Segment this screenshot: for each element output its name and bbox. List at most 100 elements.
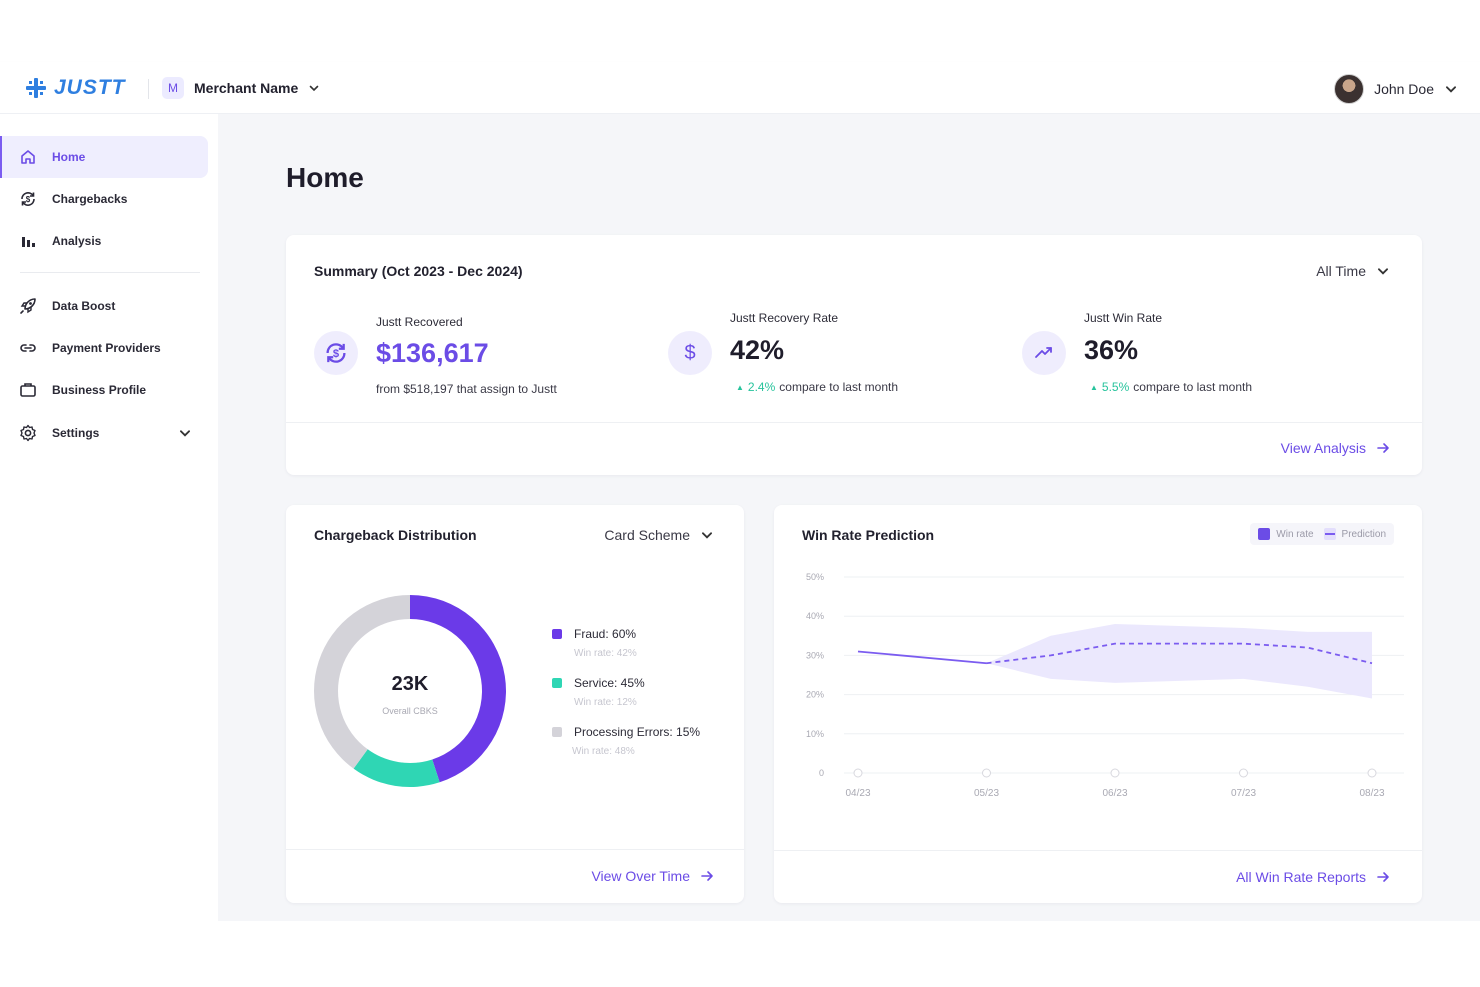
x-tick-label: 08/23 bbox=[1359, 788, 1384, 799]
header-divider bbox=[148, 79, 149, 99]
chargeback-distribution-card: Chargeback Distribution Card Scheme 23K … bbox=[286, 505, 744, 903]
win-rate-value: 36% bbox=[1084, 335, 1139, 365]
win-rate-delta-value: 5.5% bbox=[1101, 380, 1130, 394]
briefcase-icon bbox=[18, 380, 38, 400]
svg-text:$: $ bbox=[333, 348, 340, 360]
link-icon bbox=[18, 338, 38, 358]
win-rate-delta: ▲ 5.5% compare to last month bbox=[1090, 380, 1252, 394]
recovered-label: Justt Recovered bbox=[376, 315, 463, 329]
legend-swatch bbox=[552, 727, 562, 737]
sidebar-item-data-boost[interactable]: Data Boost bbox=[0, 285, 208, 327]
sidebar-item-chargebacks[interactable]: $ Chargebacks bbox=[0, 178, 208, 220]
legend-swatch bbox=[1323, 528, 1336, 540]
view-over-time-label: View Over Time bbox=[591, 868, 690, 884]
x-tick-label: 06/23 bbox=[1102, 788, 1127, 799]
chevron-down-icon bbox=[309, 85, 319, 92]
sidebar-item-label: Analysis bbox=[52, 234, 102, 248]
sidebar-item-label: Home bbox=[52, 150, 86, 164]
card-scheme-dropdown[interactable]: Card Scheme bbox=[604, 527, 714, 543]
y-tick-label: 10% bbox=[806, 729, 824, 739]
recovery-rate-label: Justt Recovery Rate bbox=[730, 311, 839, 325]
avatar bbox=[1334, 74, 1365, 104]
legend-sub-service: Win rate: 12% bbox=[574, 697, 637, 708]
donut-segment-processing-errors[interactable] bbox=[314, 595, 410, 769]
x-axis-marker bbox=[982, 768, 991, 778]
y-tick-label: 0 bbox=[819, 768, 824, 778]
sidebar-item-label: Payment Providers bbox=[52, 341, 161, 355]
sidebar: Home $ Chargebacks Analysis Data Boost P… bbox=[0, 114, 218, 921]
prediction-title: Win Rate Prediction bbox=[802, 527, 935, 543]
top-bar: JUSTT M Merchant Name John Doe bbox=[0, 62, 1480, 114]
recovered-icon: $ bbox=[314, 331, 358, 375]
user-menu[interactable]: John Doe bbox=[1334, 74, 1458, 104]
sidebar-item-label: Business Profile bbox=[52, 383, 147, 397]
gear-icon bbox=[18, 423, 38, 443]
donut-center-value: 23K bbox=[391, 673, 429, 695]
arrow-up-icon: ▲ bbox=[1090, 382, 1098, 392]
legend-item-prediction[interactable]: Prediction bbox=[1323, 528, 1386, 540]
merchant-selector[interactable]: M Merchant Name bbox=[162, 77, 320, 99]
legend-sub-processing-errors: Win rate: 48% bbox=[572, 746, 635, 757]
time-filter-dropdown[interactable]: All Time bbox=[1316, 263, 1390, 279]
win-rate-delta-text: compare to last month bbox=[1133, 380, 1253, 394]
summary-card: Summary (Oct 2023 - Dec 2024) All Time $… bbox=[286, 235, 1422, 475]
legend-label: Processing Errors: 15% bbox=[574, 725, 701, 739]
logo-text: JUSTT bbox=[54, 76, 126, 99]
justt-logo-icon bbox=[26, 78, 46, 98]
legend-item-fraud: Fraud: 60% bbox=[552, 627, 636, 641]
donut-segment-service[interactable] bbox=[353, 749, 440, 787]
donut-center-label: Overall CBKS bbox=[382, 706, 438, 716]
legend-item-win-rate[interactable]: Win rate bbox=[1258, 528, 1314, 540]
y-tick-label: 50% bbox=[806, 572, 824, 582]
y-tick-label: 20% bbox=[806, 690, 824, 700]
x-axis-marker bbox=[1239, 768, 1248, 778]
sidebar-item-business-profile[interactable]: Business Profile bbox=[0, 369, 208, 411]
merchant-initial: M bbox=[162, 77, 184, 99]
all-win-rate-reports-link[interactable]: All Win Rate Reports bbox=[1236, 869, 1390, 885]
sidebar-item-label: Chargebacks bbox=[52, 192, 128, 206]
sidebar-item-home[interactable]: Home bbox=[0, 136, 208, 178]
chargebacks-icon: $ bbox=[18, 189, 38, 209]
legend-item-processing-errors: Processing Errors: 15% bbox=[552, 725, 700, 739]
view-over-time-link[interactable]: View Over Time bbox=[591, 868, 714, 884]
card-scheme-value: Card Scheme bbox=[604, 527, 690, 543]
y-tick-label: 30% bbox=[806, 650, 824, 660]
merchant-name: Merchant Name bbox=[194, 80, 299, 96]
trend-up-icon bbox=[1022, 331, 1066, 375]
sidebar-item-analysis[interactable]: Analysis bbox=[0, 220, 208, 262]
recovered-value: $136,617 bbox=[376, 338, 489, 368]
arrow-right-icon bbox=[701, 871, 713, 881]
sidebar-item-label: Data Boost bbox=[52, 299, 116, 313]
svg-text:$: $ bbox=[26, 195, 31, 204]
legend-swatch bbox=[552, 678, 562, 688]
arrow-up-icon: ▲ bbox=[736, 382, 744, 392]
win-rate-line-chart: 0 10% 20% 30% 40% 50% 04/23 05/23 06/23 07/23 08/2… bbox=[806, 572, 1404, 799]
view-analysis-link[interactable]: View Analysis bbox=[1281, 440, 1390, 456]
arrow-right-icon bbox=[1377, 443, 1389, 453]
legend-label: Service: 45% bbox=[574, 676, 645, 690]
sidebar-item-label: Settings bbox=[52, 426, 100, 440]
sidebar-divider bbox=[20, 272, 200, 273]
chevron-down-icon bbox=[1445, 86, 1457, 93]
sidebar-item-payment-providers[interactable]: Payment Providers bbox=[0, 327, 208, 369]
legend-swatch bbox=[552, 629, 562, 639]
donut-segment-fraud[interactable] bbox=[410, 595, 507, 783]
legend-item-service: Service: 45% bbox=[552, 676, 645, 690]
win-rate-label: Justt Win Rate bbox=[1084, 311, 1163, 325]
card-divider bbox=[286, 849, 744, 850]
sidebar-item-settings[interactable]: Settings bbox=[0, 412, 208, 454]
card-divider bbox=[774, 850, 1422, 851]
recovery-rate-delta-text: compare to last month bbox=[779, 380, 899, 394]
arrow-right-icon bbox=[1377, 872, 1389, 882]
x-tick-label: 07/23 bbox=[1231, 788, 1256, 799]
donut-chart bbox=[314, 595, 507, 787]
bar-chart-icon bbox=[18, 231, 38, 251]
x-axis-marker bbox=[1110, 768, 1120, 778]
series-line-win-rate bbox=[857, 650, 987, 665]
chevron-down-icon[interactable] bbox=[178, 426, 192, 440]
user-name: John Doe bbox=[1374, 81, 1434, 97]
time-filter-value: All Time bbox=[1316, 263, 1366, 279]
justt-logo[interactable]: JUSTT bbox=[24, 76, 126, 100]
view-analysis-label: View Analysis bbox=[1280, 440, 1366, 456]
chart-legend: Win rate Prediction bbox=[1250, 523, 1394, 545]
